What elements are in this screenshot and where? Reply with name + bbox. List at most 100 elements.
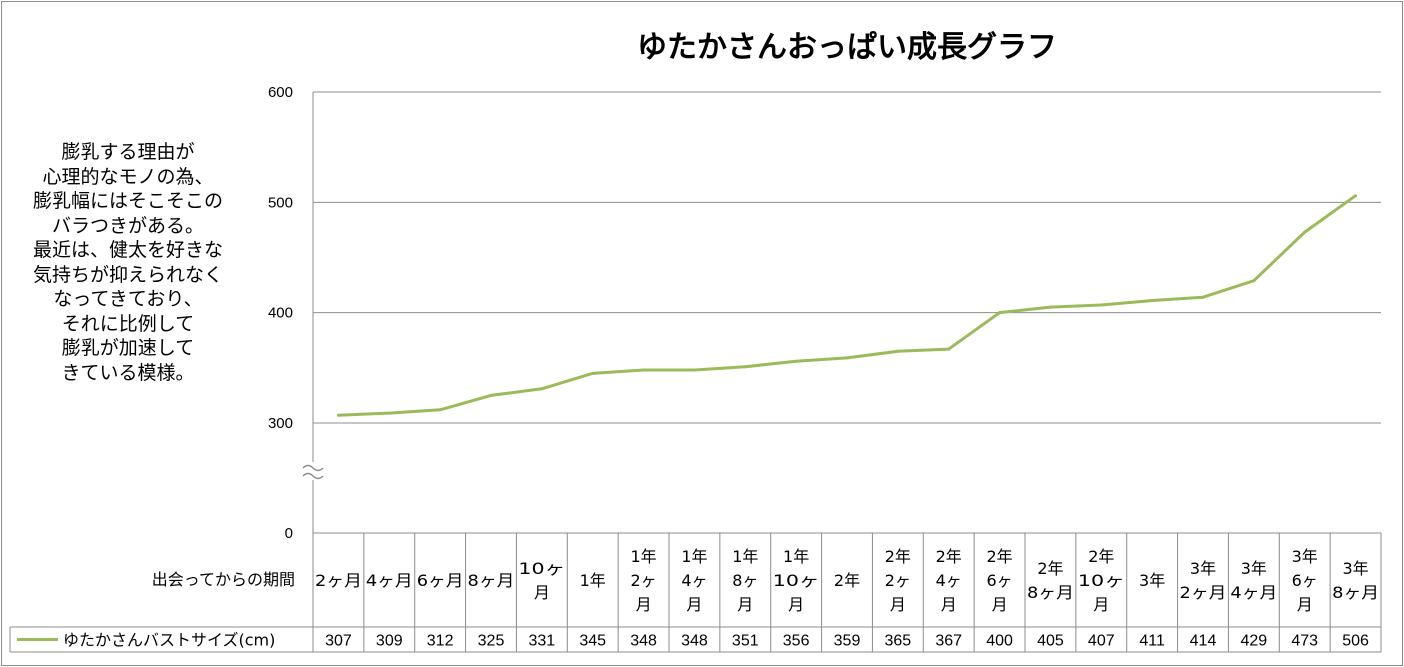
x-category-label: 月 xyxy=(788,595,804,614)
data-point xyxy=(845,356,849,360)
x-category-label: 1年 xyxy=(681,547,707,566)
x-category-label: 2ヶ xyxy=(885,571,911,590)
x-category-label: 月 xyxy=(534,583,550,602)
data-point xyxy=(1150,299,1154,303)
x-category-label: 3年 xyxy=(1342,559,1368,578)
x-category-label: 月 xyxy=(1297,595,1313,614)
data-point xyxy=(489,393,493,397)
x-category-label: 1年 xyxy=(732,547,758,566)
legend-series-name: ゆたかさんバストサイズ(cm) xyxy=(63,631,275,650)
x-category-label: 10ヶ xyxy=(1078,571,1125,590)
data-point xyxy=(1303,230,1307,234)
x-category-label: 月 xyxy=(992,595,1008,614)
annotation-text: 膨乳する理由が 心理的なモノの為、 膨乳幅にはそこそこの バラつきがある。 最近は、健太… xyxy=(6,140,250,385)
annotation-line: バラつきがある。 xyxy=(51,214,204,237)
data-table-value: 312 xyxy=(427,633,454,650)
data-table-value: 309 xyxy=(376,633,403,650)
data-point xyxy=(387,411,391,415)
x-category-label: 8ヶ月 xyxy=(1332,583,1379,602)
x-category-label: 3年 xyxy=(1139,571,1165,590)
data-table-value: 351 xyxy=(732,633,759,650)
y-tick-label: 0 xyxy=(285,525,293,542)
annotation-line: 気持ちが抑えられなく xyxy=(32,263,223,286)
data-table-value: 400 xyxy=(986,633,1013,650)
data-table-value: 307 xyxy=(325,633,352,650)
data-table-value: 365 xyxy=(885,633,912,650)
x-category-label: 6ヶ xyxy=(1292,571,1318,590)
y-tick-label: 500 xyxy=(268,194,293,211)
data-point xyxy=(1201,295,1205,299)
data-point xyxy=(896,349,900,353)
annotation-line: 膨乳が加速して xyxy=(61,337,195,359)
axis-break-mask xyxy=(299,462,327,480)
x-category-label: 8ヶ xyxy=(732,571,758,590)
data-table-value: 429 xyxy=(1241,633,1268,650)
x-category-label: 3年 xyxy=(1292,547,1318,566)
x-category-label: 1年 xyxy=(630,547,656,566)
data-point xyxy=(1048,305,1052,309)
data-table-value: 414 xyxy=(1190,633,1217,650)
x-category-label: 6ヶ xyxy=(986,571,1012,590)
x-category-label: 1年 xyxy=(783,547,809,566)
x-category-label: 2年 xyxy=(1088,547,1114,566)
x-axis-label: 出会ってからの期間 xyxy=(152,570,295,589)
data-point xyxy=(540,387,544,391)
x-category-label: 4ヶ xyxy=(936,571,962,590)
data-point xyxy=(998,311,1002,315)
x-category-label: 2ヶ月 xyxy=(1180,583,1227,602)
x-category-label: 2年 xyxy=(885,547,911,566)
data-table-value: 325 xyxy=(478,633,505,650)
data-point xyxy=(591,371,595,375)
axis-break-icon xyxy=(302,464,324,480)
x-category-label: 1年 xyxy=(580,571,606,590)
x-category-label: 4ヶ月 xyxy=(366,571,413,590)
data-point xyxy=(438,408,442,412)
x-category-label: 2年 xyxy=(834,571,860,590)
data-table-value: 348 xyxy=(681,633,708,650)
data-point xyxy=(1354,194,1358,198)
data-point xyxy=(692,368,696,372)
x-category-label: 8ヶ月 xyxy=(1027,583,1074,602)
data-table-value: 348 xyxy=(630,633,657,650)
x-category-label: 月 xyxy=(737,595,753,614)
x-category-label: 10ヶ xyxy=(773,571,820,590)
data-point xyxy=(642,368,646,372)
data-table-value: 407 xyxy=(1088,633,1115,650)
series-line xyxy=(338,194,1357,417)
x-category-label: 4ヶ xyxy=(681,571,707,590)
annotation-line: 膨乳幅にはそこそこの xyxy=(32,190,223,212)
x-category-label: 10ヶ xyxy=(518,559,565,578)
x-category-label: 月 xyxy=(1093,595,1109,614)
data-table-value: 367 xyxy=(935,633,962,650)
annotation-line: 膨乳する理由が xyxy=(61,141,195,163)
data-table-value: 331 xyxy=(529,633,556,650)
x-category-label: 2年 xyxy=(936,547,962,566)
annotation-line: きている模様。 xyxy=(61,361,195,384)
data-point xyxy=(794,359,798,363)
x-category-label: 2ヶ xyxy=(630,571,656,590)
x-category-label: 4ヶ月 xyxy=(1230,583,1277,602)
data-point xyxy=(1099,303,1103,307)
data-table-value: 473 xyxy=(1291,633,1318,650)
annotation-line: それに比例して xyxy=(61,312,195,335)
x-category-label: 月 xyxy=(890,595,906,614)
data-point xyxy=(336,413,340,417)
y-tick-label: 300 xyxy=(268,415,293,432)
x-category-label: 月 xyxy=(686,595,702,614)
data-table-value: 411 xyxy=(1139,633,1165,650)
x-category-label: 6ヶ月 xyxy=(417,571,464,590)
y-tick-label: 400 xyxy=(268,305,293,322)
data-point xyxy=(1252,279,1256,283)
x-category-label: 月 xyxy=(636,595,652,614)
data-point xyxy=(743,365,747,369)
data-table-value: 405 xyxy=(1037,633,1064,650)
data-table-value: 359 xyxy=(834,633,861,650)
x-category-label: 3年 xyxy=(1241,559,1267,578)
annotation-line: 最近は、健太を好きな xyxy=(32,239,223,261)
annotation-line: 心理的なモノの為、 xyxy=(42,165,214,188)
data-table-value: 345 xyxy=(579,633,606,650)
data-table-value: 356 xyxy=(783,633,810,650)
data-table-value: 506 xyxy=(1342,633,1369,650)
